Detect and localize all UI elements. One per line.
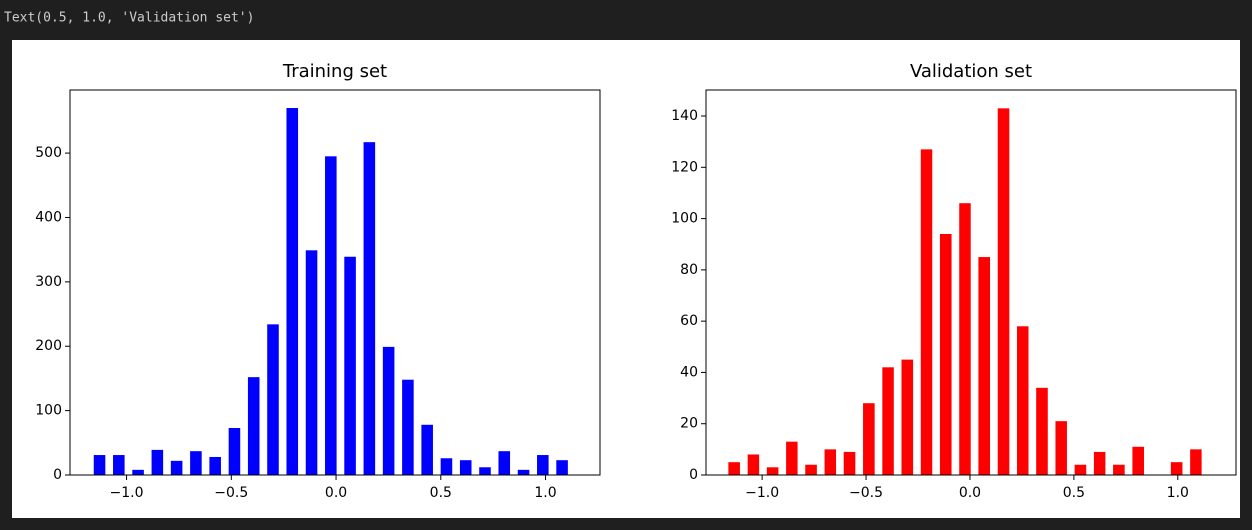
y-tick-label: 400 <box>35 209 62 225</box>
bar <box>1132 446 1145 475</box>
x-tick-label: 0.5 <box>430 485 452 501</box>
bar <box>305 250 318 475</box>
y-tick-label: 500 <box>35 145 62 161</box>
bar <box>286 108 299 475</box>
x-tick-label: −1.0 <box>745 485 779 501</box>
bar <box>843 451 856 475</box>
bar <box>459 460 472 475</box>
bar <box>402 379 414 475</box>
bar <box>228 428 241 475</box>
x-tick-label: −0.5 <box>214 485 248 501</box>
chart-title: Training set <box>282 61 387 82</box>
bar <box>1055 421 1067 475</box>
y-tick-label: 60 <box>680 313 698 329</box>
bar <box>805 464 817 475</box>
bar <box>1074 464 1087 475</box>
bar <box>382 346 395 475</box>
bar <box>209 456 221 475</box>
bar <box>517 469 530 475</box>
x-tick-label: 1.0 <box>1167 485 1189 501</box>
y-tick-label: 0 <box>53 467 62 483</box>
bar <box>997 108 1010 475</box>
bar <box>747 454 760 475</box>
figure-background <box>12 40 1240 518</box>
bar <box>766 467 779 475</box>
bar <box>1170 462 1183 475</box>
y-tick-label: 100 <box>671 211 698 227</box>
bar <box>863 403 875 475</box>
x-tick-label: 0.5 <box>1063 485 1085 501</box>
output-text: Text(0.5, 1.0, 'Validation set') <box>4 11 254 26</box>
bar <box>920 149 933 475</box>
bar <box>132 469 144 475</box>
bar <box>479 467 491 475</box>
bar <box>728 462 740 475</box>
x-tick-label: 1.0 <box>534 485 556 501</box>
axes-frame <box>705 89 1237 476</box>
bar <box>882 367 894 475</box>
axes: Training set −1.0 −0.5 0.0 0.5 1.0 0 100 200 300 4… <box>35 61 601 501</box>
bar <box>939 233 952 475</box>
bar <box>325 156 337 475</box>
y-tick-label: 120 <box>671 159 698 175</box>
axes-frame <box>69 89 601 476</box>
y-tick-label: 300 <box>35 274 62 290</box>
x-tick-label: 0.0 <box>325 485 347 501</box>
bar <box>170 460 183 475</box>
bar <box>556 460 568 475</box>
y-tick-label: 80 <box>680 262 698 278</box>
bar <box>151 449 164 475</box>
chart-title: Validation set <box>910 61 1032 82</box>
x-tick-label: −1.0 <box>110 485 144 501</box>
bar <box>344 256 356 475</box>
x-tick-label: −0.5 <box>849 485 883 501</box>
bar <box>498 451 511 475</box>
bar <box>440 458 453 475</box>
bar <box>1093 451 1106 475</box>
bar <box>93 455 106 475</box>
y-tick-label: 20 <box>680 416 698 432</box>
bar <box>247 377 260 475</box>
y-tick-label: 40 <box>680 364 698 380</box>
axes: Validation set −1.0 −0.5 0.0 0.5 1.0 0 20 40 60 80… <box>671 61 1237 501</box>
bar <box>824 449 837 475</box>
bar <box>113 455 125 475</box>
y-tick-label: 0 <box>689 467 698 483</box>
x-tick-label: 0.0 <box>959 485 981 501</box>
bar <box>421 424 433 475</box>
y-tick-label: 100 <box>35 403 62 419</box>
bar <box>786 441 798 475</box>
bar <box>1190 449 1202 475</box>
bar <box>959 203 971 475</box>
bar <box>978 257 990 475</box>
bar <box>190 451 202 475</box>
bar <box>537 455 549 475</box>
y-tick-label: 200 <box>35 338 62 354</box>
bar <box>267 324 279 475</box>
bar <box>1036 387 1048 475</box>
bar <box>901 359 914 475</box>
y-tick-label: 140 <box>671 108 698 124</box>
bar <box>363 142 376 475</box>
bar <box>1017 326 1029 475</box>
bar <box>1113 464 1125 475</box>
